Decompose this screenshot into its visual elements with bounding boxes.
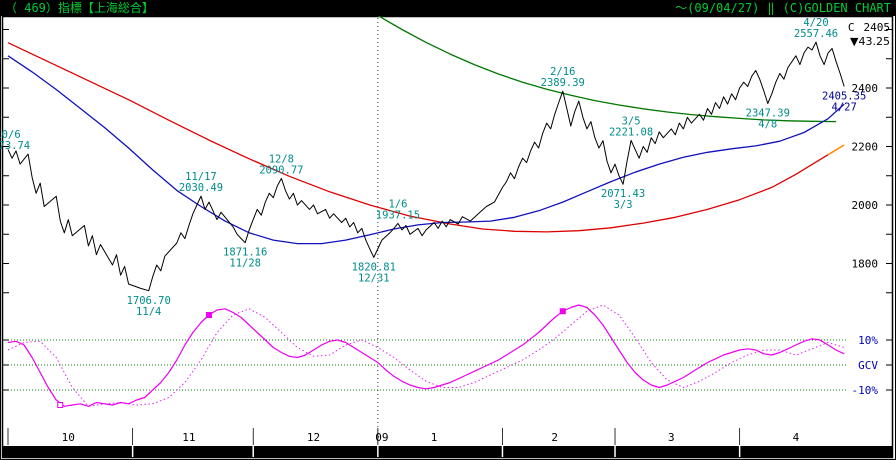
month-label: 09 — [375, 431, 388, 444]
annotation-value: 2347.39 — [746, 107, 790, 119]
annotation-value: 2389.39 — [541, 77, 585, 89]
signal-marker — [559, 308, 566, 315]
ma-75-tip-line — [827, 144, 845, 156]
annotation-date: 11/4 — [136, 306, 161, 318]
y-axis-label: 2400 — [852, 82, 879, 95]
annotation-date: 1/6 — [388, 198, 407, 210]
annotation-date: 11/17 — [185, 171, 217, 183]
annotation-value: 2221.08 — [609, 126, 653, 138]
close-price-line — [7, 41, 845, 292]
copyright-label: (C)GOLDEN CHART — [782, 1, 891, 15]
plot-border — [1, 15, 894, 459]
annotation-value: 1937.15 — [376, 209, 420, 221]
annotation-date: 4/8 — [758, 118, 777, 130]
month-label: 2 — [551, 431, 558, 444]
annotation-date: 12/31 — [358, 272, 390, 284]
month-label: 1 — [431, 431, 438, 444]
annotation-value: 2173.74 — [0, 140, 30, 152]
ma-75-line — [7, 42, 829, 233]
annotation-value: 2557.46 — [794, 28, 838, 40]
gcv-solid-line — [7, 304, 845, 407]
ma-25-line — [7, 55, 845, 245]
annotation-date: 3/5 — [622, 115, 641, 127]
close-value: 2405 — [863, 21, 891, 34]
month-label: 3 — [668, 431, 675, 444]
annotation-date: 3/3 — [614, 199, 633, 211]
annotation-value: 2071.43 — [601, 188, 645, 200]
annotation-value: 2030.49 — [179, 182, 223, 194]
header-bar: （ 469）指標【上海総合】 ～(09/04/27) ‖ (C)GOLDEN C… — [0, 0, 896, 16]
annotation-value: 2405.35 — [822, 90, 866, 102]
signal-marker — [206, 312, 212, 318]
oscillator-label: GCV — [858, 359, 878, 372]
annotation-value: 2090.77 — [259, 164, 303, 176]
annotation-value: 1706.70 — [127, 295, 171, 307]
bottom-bar — [2, 446, 893, 457]
annotation-date: 2/16 — [550, 66, 575, 78]
quote-box: C 2405 ▼43.25 — [848, 21, 890, 49]
month-label: 12 — [307, 431, 320, 444]
annotation-value: 1820.81 — [352, 261, 396, 273]
close-label: C — [847, 21, 855, 34]
month-label: 11 — [182, 431, 195, 444]
annotation-date: 12/8 — [269, 153, 294, 165]
change-value: ▼43.25 — [850, 35, 890, 48]
oscillator-label: 10% — [858, 334, 878, 347]
ma-200-line — [377, 14, 837, 123]
oscillator-label: -10% — [852, 384, 879, 397]
annotation-date: 10/6 — [0, 129, 21, 141]
annotation-date: 4/20 — [803, 17, 828, 29]
quote-close-row: C 2405 — [848, 21, 890, 35]
y-axis-label: 1800 — [852, 258, 879, 271]
header-separator-icon: ‖ — [767, 1, 775, 15]
annotation-date: 4/27 — [832, 101, 857, 113]
signal-marker — [57, 402, 64, 408]
y-axis-label: 2200 — [852, 141, 879, 154]
chart-title: （ 469）指標【上海総合】 — [5, 1, 154, 15]
month-label: 10 — [62, 431, 75, 444]
annotation-date: 11/28 — [229, 258, 261, 270]
y-axis-label: 2000 — [852, 199, 879, 212]
annotation-value: 1871.16 — [223, 247, 267, 259]
period-label: ～(09/04/27) — [675, 1, 760, 15]
month-label: 4 — [793, 431, 800, 444]
gcv-dotted-line — [7, 304, 845, 407]
